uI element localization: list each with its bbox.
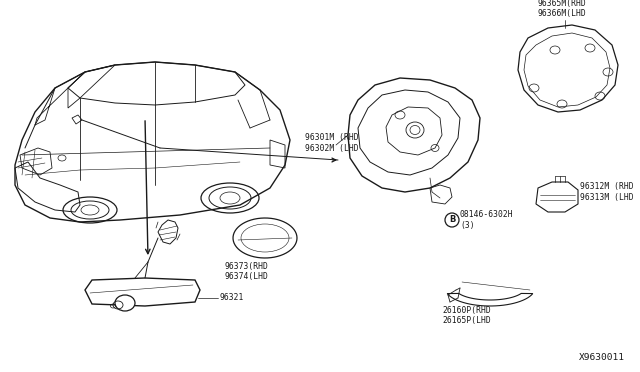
Text: 96365M(RHD
96366M(LHD: 96365M(RHD 96366M(LHD xyxy=(538,0,587,18)
Text: 96312M (RHD
96313M (LHD: 96312M (RHD 96313M (LHD xyxy=(580,182,634,202)
Text: X9630011: X9630011 xyxy=(579,353,625,362)
Text: 96301M (RHD
96302M (LHD: 96301M (RHD 96302M (LHD xyxy=(305,133,358,153)
Ellipse shape xyxy=(115,295,135,311)
Text: 26160P(RHD
26165P(LHD: 26160P(RHD 26165P(LHD xyxy=(443,306,492,326)
Text: 96321: 96321 xyxy=(220,294,244,302)
Text: 96373(RHD
96374(LHD: 96373(RHD 96374(LHD xyxy=(224,262,268,281)
Text: 08146-6302H
(3): 08146-6302H (3) xyxy=(460,210,514,230)
Text: B: B xyxy=(449,215,455,224)
